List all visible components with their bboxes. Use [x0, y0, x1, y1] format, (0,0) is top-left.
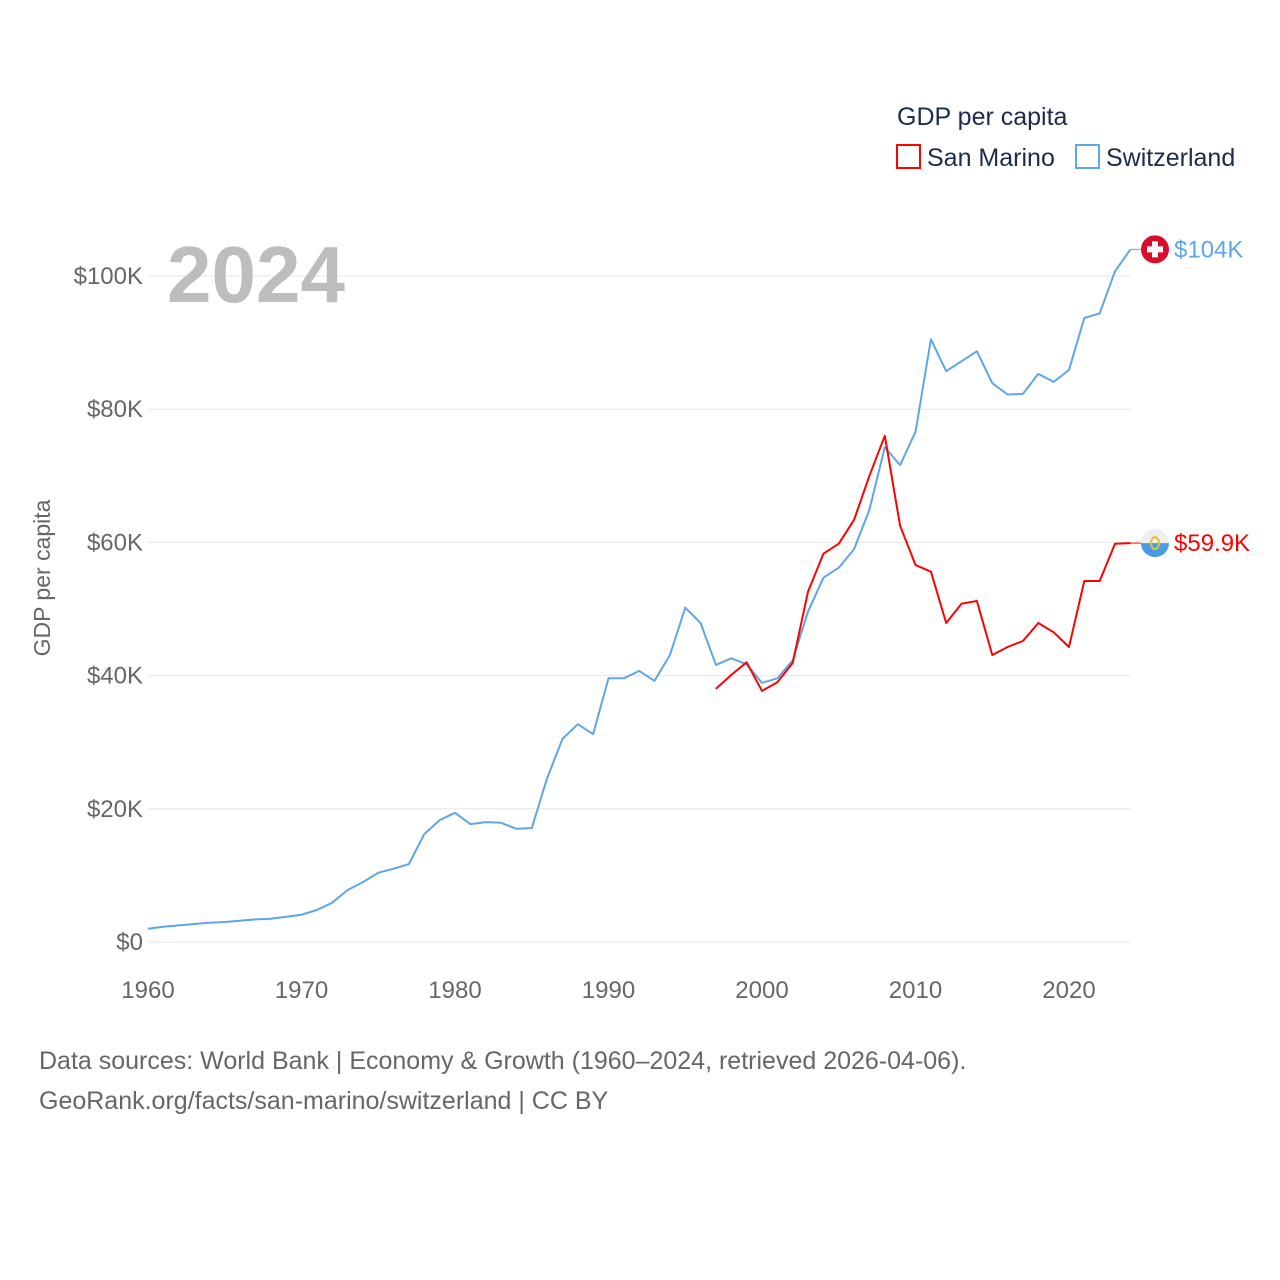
x-tick-label: 1980 [428, 977, 481, 1004]
series-line-san-marino[interactable] [715, 434, 1131, 692]
y-axis-label: GDP per capita [29, 499, 55, 656]
footer-sources: Data sources: World Bank | Economy & Gro… [39, 1047, 966, 1075]
legend-title: GDP per capita [897, 103, 1068, 131]
legend-swatch-switzerland [1075, 144, 1100, 169]
y-tick-label: $100K [74, 263, 143, 290]
switzerland-flag-icon [1141, 235, 1169, 264]
x-axis-ticks: 1960 1970 1980 1990 2000 2010 2020 [121, 977, 1095, 1004]
x-tick-label: 2000 [735, 977, 788, 1004]
y-tick-label: $60K [87, 529, 143, 556]
y-tick-label: $80K [87, 396, 143, 423]
end-value-label-san-marino: $59.9K [1174, 530, 1250, 557]
legend-label-san-marino: San Marino [927, 144, 1055, 172]
legend: GDP per capita San Marino Switzerland [896, 103, 1235, 172]
footer-attribution: GeoRank.org/facts/san-marino/switzerland… [39, 1087, 609, 1115]
y-tick-label: $20K [87, 796, 143, 823]
legend-item-san-marino[interactable]: San Marino [896, 144, 1055, 172]
y-tick-label: $40K [87, 663, 143, 690]
series-line-switzerland[interactable] [147, 248, 1132, 930]
end-value-label-switzerland: $104K [1174, 236, 1243, 263]
x-tick-label: 2020 [1042, 977, 1095, 1004]
legend-item-switzerland[interactable]: Switzerland [1075, 144, 1235, 172]
legend-swatch-san-marino [896, 144, 921, 169]
series-end-labels: $104K $59.9K [1130, 235, 1250, 558]
x-tick-label: 2010 [889, 977, 942, 1004]
x-tick-label: 1970 [275, 977, 328, 1004]
series-lines [147, 248, 1132, 930]
x-tick-label: 1990 [582, 977, 635, 1004]
san-marino-flag-icon [1141, 529, 1169, 558]
y-axis-ticks: $0 $20K $40K $60K $80K $100K [74, 263, 143, 956]
y-tick-label: $0 [116, 929, 143, 956]
legend-label-switzerland: Switzerland [1106, 144, 1235, 172]
year-label: 2024 [167, 230, 345, 319]
x-tick-label: 1960 [121, 977, 174, 1004]
gridlines [148, 275, 1131, 943]
